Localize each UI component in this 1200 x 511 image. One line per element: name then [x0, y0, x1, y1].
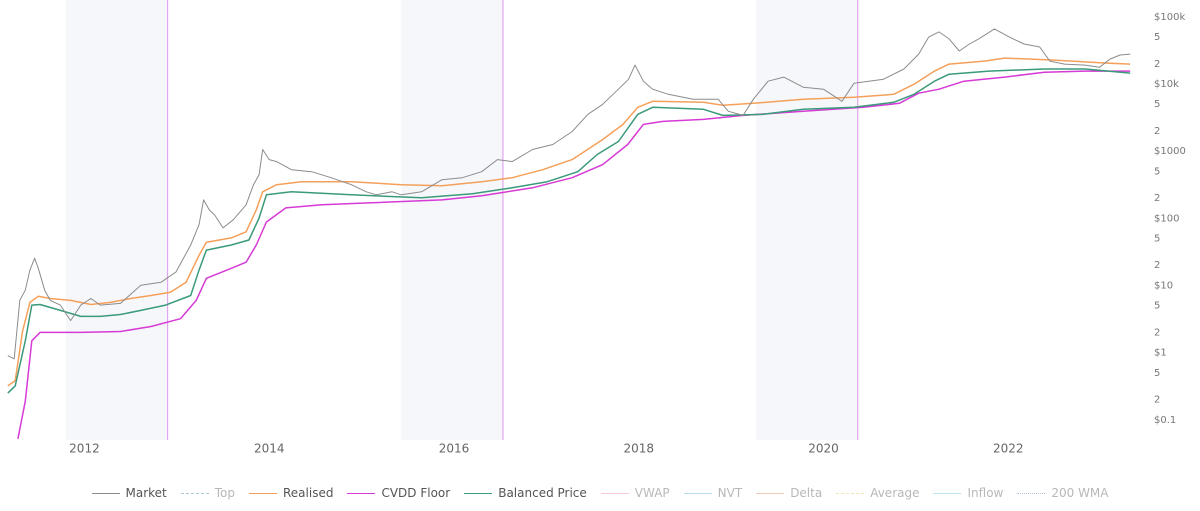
x-tick-label: 2018: [623, 442, 654, 456]
series-line: [7, 28, 1131, 360]
legend-swatch: [600, 492, 629, 494]
y-tick-label: 5: [1154, 234, 1160, 245]
series-line: [7, 68, 1131, 394]
legend-swatch: [836, 492, 865, 494]
y-tick-label: 5: [1154, 368, 1160, 379]
legend-label: Delta: [790, 486, 823, 500]
legend-label: 200 WMA: [1051, 486, 1109, 500]
legend-item[interactable]: Top: [180, 486, 235, 500]
legend-item[interactable]: Market: [91, 486, 167, 500]
legend-item[interactable]: Inflow: [933, 486, 1003, 500]
series-line: [17, 70, 1131, 440]
legend-item[interactable]: NVT: [683, 486, 743, 500]
y-tick-label: 5: [1154, 32, 1160, 43]
legend-label: Inflow: [967, 486, 1004, 500]
shaded-band: [401, 0, 503, 440]
legend-label: CVDD Floor: [381, 486, 451, 500]
legend-item[interactable]: 200 WMA: [1017, 486, 1109, 500]
y-tick-label: 5: [1154, 166, 1160, 177]
legend: Market Top Realised CVDD Floor Balanced Pric…: [0, 486, 1200, 500]
y-tick-label: $10k: [1154, 79, 1179, 90]
x-tick-label: 2012: [69, 442, 100, 456]
y-tick-label: $10: [1154, 280, 1173, 291]
y-tick-label: 2: [1154, 260, 1160, 271]
legend-label: Top: [214, 486, 235, 500]
chart: $100k 5 2 $10k 5 2 $1000 5 2 $100 5 2 $10 5 2 $1 5 2 $0.1 2…: [7, 0, 1186, 456]
legend-swatch: [180, 492, 209, 494]
legend-swatch: [347, 492, 376, 494]
shaded-band: [756, 0, 858, 440]
legend-swatch: [683, 492, 712, 494]
y-tick-label: 2: [1154, 193, 1160, 204]
legend-label: VWAP: [634, 486, 670, 500]
legend-swatch: [756, 492, 785, 494]
x-tick-label: 2016: [439, 442, 470, 456]
shaded-band: [65, 0, 168, 440]
y-tick-label: $100: [1154, 213, 1179, 224]
x-tick-label: 2014: [254, 442, 285, 456]
legend-label: Realised: [283, 486, 334, 500]
x-tick-label: 2020: [808, 442, 839, 456]
y-tick-label: $1000: [1154, 146, 1186, 157]
legend-swatch: [464, 492, 493, 494]
legend-swatch: [91, 492, 120, 494]
legend-item[interactable]: Delta: [756, 486, 822, 500]
legend-item[interactable]: Balanced Price: [464, 486, 587, 500]
y-tick-label: $0.1: [1154, 415, 1176, 426]
shaded-bands: [65, 0, 858, 440]
y-tick-label: 5: [1154, 301, 1160, 312]
legend-label: Average: [870, 486, 920, 500]
legend-swatch: [249, 492, 277, 494]
legend-swatch: [933, 492, 962, 494]
y-tick-label: 2: [1154, 126, 1160, 137]
legend-item[interactable]: Average: [836, 486, 919, 500]
legend-item[interactable]: Realised: [249, 486, 333, 500]
legend-label: Market: [125, 486, 167, 500]
y-tick-label: 2: [1154, 395, 1160, 406]
series-line: [7, 57, 1131, 387]
legend-item[interactable]: CVDD Floor: [347, 486, 450, 500]
legend-item[interactable]: VWAP: [600, 486, 670, 500]
x-tick-label: 2022: [993, 442, 1024, 456]
legend-label: Balanced Price: [498, 486, 587, 500]
legend-label: NVT: [717, 486, 743, 500]
y-tick-label: 5: [1154, 99, 1160, 110]
y-tick-label: 2: [1154, 59, 1160, 70]
y-tick-label: $100k: [1154, 12, 1185, 23]
legend-swatch: [1017, 492, 1046, 494]
plot-area: [7, 0, 1131, 440]
y-tick-label: $1: [1154, 348, 1167, 359]
y-tick-label: 2: [1154, 327, 1160, 338]
